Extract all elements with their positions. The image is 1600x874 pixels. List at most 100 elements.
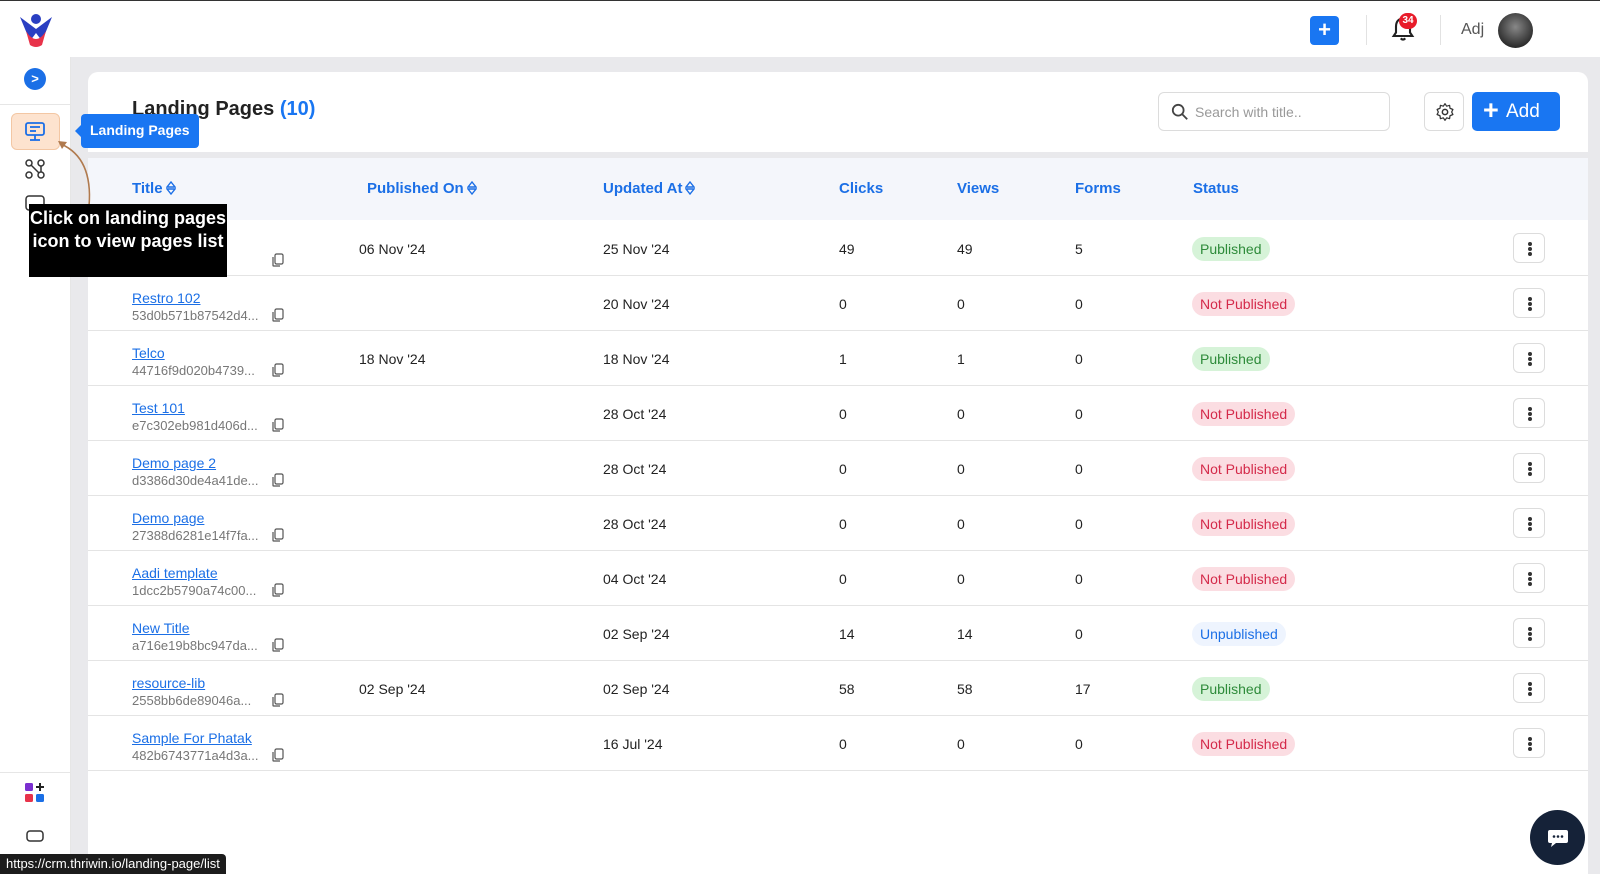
row-actions-button[interactable] [1513,563,1545,593]
help-icon[interactable] [23,825,47,849]
table-row[interactable]: Restro 102 53d0b571b87542d4... 20 Nov '24 0… [88,275,1588,331]
column-header-label: Title [132,180,163,197]
page-count: (10) [279,98,316,120]
page-title-link[interactable]: Sample For Phatak [132,730,252,746]
clicks-cell: 0 [839,516,847,532]
copy-icon[interactable] [272,473,284,487]
copy-icon[interactable] [272,638,284,652]
more-dot [1528,577,1532,581]
search-input[interactable] [1195,102,1380,122]
copy-icon[interactable] [272,253,284,267]
table-row[interactable]: Sample For Phatak 482b6743771a4d3a... 16 J… [88,715,1588,771]
avatar[interactable] [1498,13,1533,48]
quick-add-button[interactable]: + [1310,16,1339,45]
forms-cell: 0 [1075,406,1083,422]
workflow-icon[interactable] [23,157,47,181]
copy-icon[interactable] [272,583,284,597]
apps-add-icon[interactable] [23,781,47,805]
row-actions-button[interactable] [1513,233,1545,263]
page-title-link[interactable]: Demo page [132,510,205,526]
forms-cell: 0 [1075,351,1083,367]
row-actions-button[interactable] [1513,288,1545,318]
updated-at-cell: 28 Oct '24 [603,406,667,422]
table-row[interactable]: Telco 44716f9d020b4739... 18 Nov '24 18 Nov… [88,330,1588,386]
table-row[interactable]: Demo page 2 d3386d30de4a41de... 28 Oct '24… [88,440,1588,496]
forms-cell: 0 [1075,296,1083,312]
page-title-link[interactable]: New Title [132,620,190,636]
copy-icon[interactable] [272,693,284,707]
status-badge: Not Published [1192,567,1296,591]
instruction-callout: Click on landing pages icon to view page… [29,204,227,277]
updated-at-cell: 28 Oct '24 [603,516,667,532]
updated-at-cell: 04 Oct '24 [603,571,667,587]
table-row[interactable]: Aadi template 1dcc2b5790a74c00... 04 Oct '… [88,550,1588,606]
status-badge: Not Published [1192,292,1296,316]
more-dot [1528,472,1532,476]
more-dot [1528,467,1532,471]
row-actions-button[interactable] [1513,453,1545,483]
column-header-title[interactable]: Title [132,180,176,197]
app-logo-icon[interactable] [16,11,56,51]
clicks-cell: 0 [839,461,847,477]
table-row[interactable]: resource-lib 2558bb6de89046a... 02 Sep '24… [88,660,1588,716]
search-box[interactable] [1158,92,1390,131]
status-badge: Published [1192,237,1270,261]
sidebar-expand-button[interactable]: > [24,68,46,90]
row-actions-button[interactable] [1513,508,1545,538]
table-row[interactable]: New Title a716e19b8bc947da... 02 Sep '24 14… [88,605,1588,661]
copy-icon[interactable] [272,748,284,762]
published-on-cell: 02 Sep '24 [359,681,426,697]
page-title-link[interactable]: resource-lib [132,675,206,691]
sort-icon [165,181,176,195]
page-id: 27388d6281e14f7fa... [132,528,259,543]
more-dot [1528,412,1532,416]
page-title-link[interactable]: Demo page 2 [132,455,217,471]
row-actions-button[interactable] [1513,728,1545,758]
views-cell: 0 [957,461,965,477]
column-header-updated-at[interactable]: Updated At [603,180,696,197]
settings-button[interactable] [1424,92,1464,131]
clicks-cell: 0 [839,296,847,312]
copy-icon[interactable] [272,528,284,542]
add-page-button[interactable]: + Add [1472,92,1560,131]
page-title-link[interactable]: Telco [132,345,165,361]
more-dot [1528,417,1532,421]
row-actions-button[interactable] [1513,673,1545,703]
page-id: 1dcc2b5790a74c00... [132,583,257,598]
status-badge: Not Published [1192,402,1296,426]
chat-support-button[interactable] [1530,810,1585,865]
column-header-published-on[interactable]: Published On [367,180,477,197]
row-actions-button[interactable] [1513,343,1545,373]
forms-cell: 0 [1075,736,1083,752]
updated-at-cell: 25 Nov '24 [603,241,670,257]
forms-cell: 0 [1075,461,1083,477]
copy-icon[interactable] [272,418,284,432]
page-title-link[interactable]: Restro 102 [132,290,201,306]
table-row[interactable]: Demo page 27388d6281e14f7fa... 28 Oct '24 0… [88,495,1588,551]
page-id: e7c302eb981d406d... [132,418,258,433]
user-name[interactable]: Adj [1461,21,1485,38]
page-id: 53d0b571b87542d4... [132,308,259,323]
clicks-cell: 58 [839,681,855,697]
page-title-link[interactable]: Aadi template [132,565,218,581]
more-dot [1528,407,1532,411]
views-cell: 0 [957,571,965,587]
row-actions-button[interactable] [1513,618,1545,648]
more-dot [1528,687,1532,691]
more-dot [1528,682,1532,686]
updated-at-cell: 28 Oct '24 [603,461,667,477]
copy-icon[interactable] [272,308,284,322]
page-title-link[interactable]: Test 101 [132,400,185,416]
chat-icon [1548,830,1568,847]
forms-cell: 0 [1075,516,1083,532]
table-row[interactable]: Test 101 e7c302eb981d406d... 28 Oct '24 0 0 0… [88,385,1588,441]
row-actions-button[interactable] [1513,398,1545,428]
more-dot [1528,307,1532,311]
status-badge: Not Published [1192,457,1296,481]
search-icon [1171,103,1188,120]
landing-pages-icon[interactable] [23,120,47,144]
more-dot [1528,302,1532,306]
more-dot [1528,572,1532,576]
copy-icon[interactable] [272,363,284,377]
